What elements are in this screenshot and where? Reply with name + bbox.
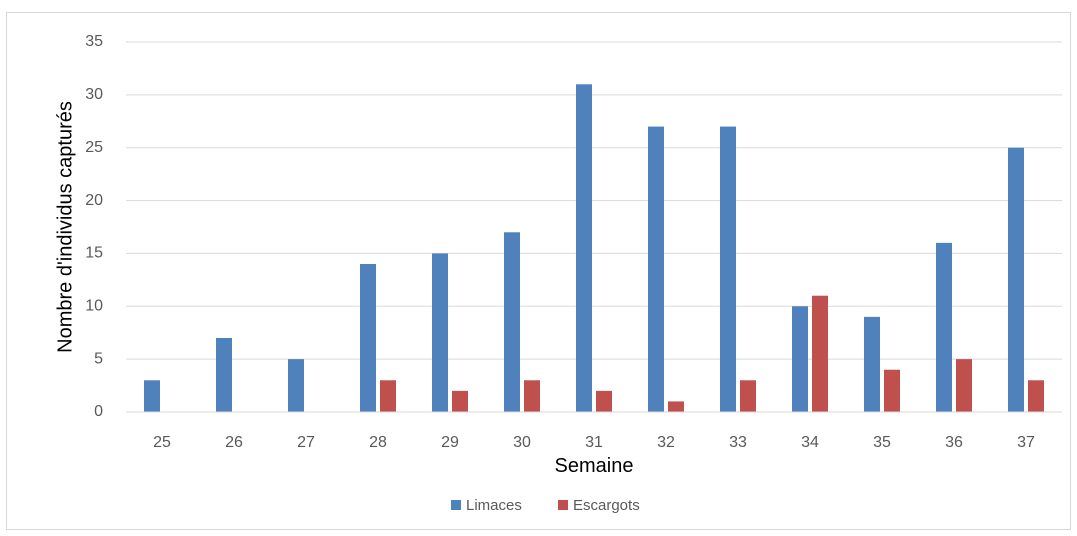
x-tick-label: 36 — [945, 434, 963, 451]
bars — [144, 84, 1044, 413]
y-tick-label: 25 — [85, 139, 103, 156]
bar-escargots-34 — [812, 295, 828, 412]
x-tick-label: 35 — [873, 434, 891, 451]
bar-limaces-37 — [1008, 147, 1024, 412]
legend-label-limaces: Limaces — [466, 497, 522, 514]
y-tick-label: 15 — [85, 245, 103, 262]
bar-limaces-26 — [216, 338, 232, 412]
x-axis-tick-labels: 25 26 27 28 29 30 31 32 33 34 35 36 37 — [153, 434, 1035, 451]
bar-limaces-34 — [792, 306, 808, 412]
bar-escargots-31 — [596, 390, 612, 412]
x-tick-label: 26 — [225, 434, 243, 451]
y-tick-label: 30 — [85, 86, 103, 103]
y-tick-label: 5 — [94, 350, 103, 367]
chart-frame — [6, 12, 1071, 530]
x-tick-label: 30 — [513, 434, 531, 451]
bar-escargots-33 — [740, 380, 756, 412]
bar-limaces-30 — [504, 232, 520, 412]
legend-swatch-escargots — [558, 500, 568, 510]
y-tick-label: 0 — [94, 403, 103, 420]
bar-escargots-35 — [884, 369, 900, 412]
x-tick-label: 34 — [801, 434, 819, 451]
legend-swatch-limaces — [451, 500, 461, 510]
bar-escargots-29 — [452, 390, 468, 412]
bar-limaces-35 — [864, 316, 880, 412]
bar-limaces-33 — [720, 126, 736, 413]
bar-limaces-28 — [360, 264, 376, 412]
bar-escargots-30 — [524, 380, 540, 412]
y-axis-tick-labels: 0 5 10 15 20 25 30 35 — [85, 33, 103, 420]
x-tick-label: 37 — [1017, 434, 1035, 451]
x-tick-label: 32 — [657, 434, 675, 451]
y-tick-label: 20 — [85, 192, 103, 209]
bar-limaces-31 — [576, 84, 592, 413]
y-axis-title: Nombre d'individus capturés — [54, 101, 76, 353]
bar-limaces-27 — [288, 359, 304, 412]
x-tick-label: 25 — [153, 434, 171, 451]
x-tick-label: 28 — [369, 434, 387, 451]
bar-limaces-32 — [648, 126, 664, 413]
legend-label-escargots: Escargots — [573, 497, 640, 514]
gridlines — [126, 41, 1062, 360]
bar-limaces-29 — [432, 253, 448, 412]
bar-escargots-28 — [380, 380, 396, 412]
legend: Limaces Escargots — [451, 497, 640, 514]
bar-escargots-37 — [1028, 380, 1044, 412]
y-tick-label: 10 — [85, 298, 103, 315]
bar-limaces-36 — [936, 242, 952, 412]
x-tick-label: 31 — [585, 434, 603, 451]
x-tick-label: 33 — [729, 434, 747, 451]
bar-escargots-36 — [956, 359, 972, 412]
x-tick-label: 27 — [297, 434, 315, 451]
bar-limaces-25 — [144, 380, 160, 412]
bar-escargots-32 — [668, 401, 684, 412]
x-tick-label: 29 — [441, 434, 459, 451]
x-axis-title: Semaine — [555, 455, 634, 477]
y-tick-label: 35 — [85, 33, 103, 50]
